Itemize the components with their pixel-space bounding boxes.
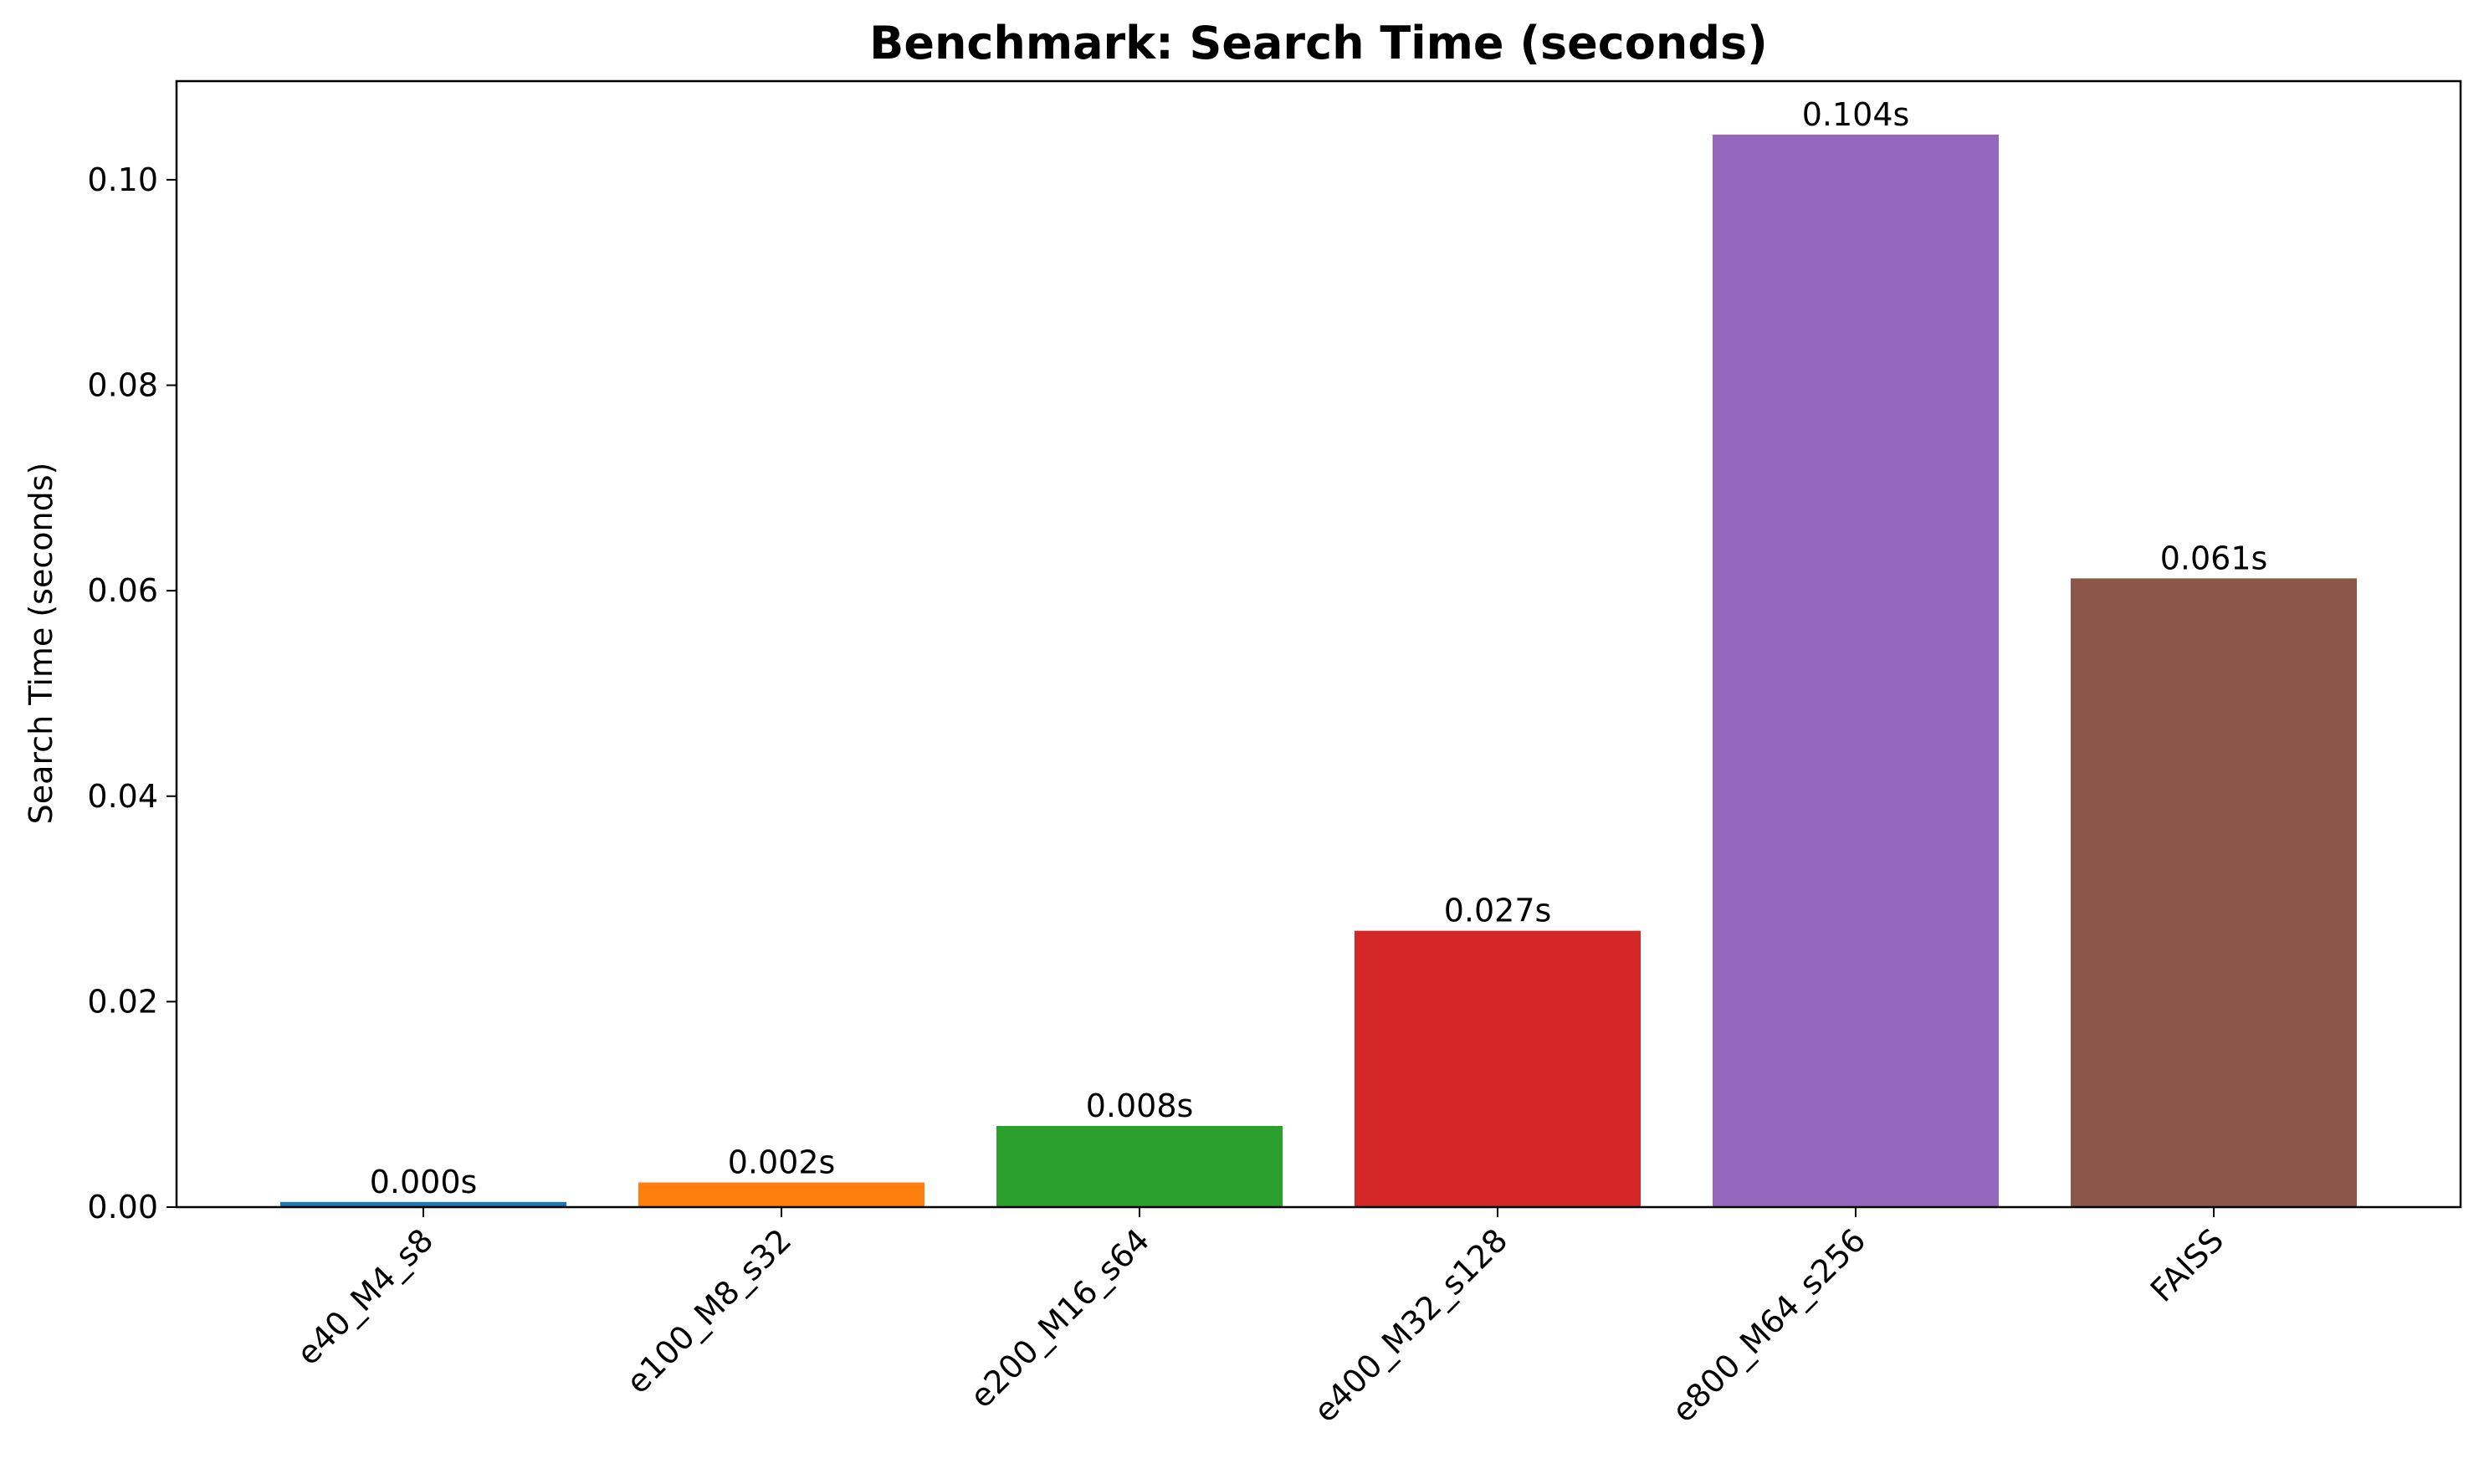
data-label-FAISS: 0.061s [2160, 540, 2268, 576]
chart-title: Benchmark: Search Time (seconds) [869, 17, 1768, 69]
data-label-e400_M32_s128: 0.027s [1444, 893, 1552, 929]
x-tick-label: e100_M8_s32 [619, 1221, 798, 1400]
x-tick-label: e800_M64_s256 [1665, 1221, 1872, 1429]
bar-e200_M16_s64 [996, 1125, 1283, 1207]
y-tick-label: 0.00 [87, 1189, 158, 1226]
y-axis: 0.00 0.02 0.04 0.06 0.08 0.10 [87, 161, 177, 1226]
data-label-e100_M8_s32: 0.002s [728, 1144, 836, 1181]
data-label-e800_M64_s256: 0.104s [1802, 96, 1910, 133]
y-tick-label: 0.02 [87, 983, 158, 1020]
data-labels-layer: 0.000s 0.002s 0.008s 0.027s 0.104s 0.061s [370, 96, 2268, 1200]
bar-FAISS [2071, 578, 2357, 1207]
data-label-e200_M16_s64: 0.008s [1086, 1087, 1194, 1124]
bars-layer [280, 134, 2357, 1207]
bar-e40_M4_s8 [280, 1201, 566, 1207]
x-tick-label: e200_M16_s64 [963, 1221, 1156, 1415]
bar-e800_M64_s256 [1713, 134, 1999, 1207]
x-tick-label: e400_M32_s128 [1307, 1221, 1514, 1429]
y-axis-label: Search Time (seconds) [23, 463, 59, 825]
bar-e100_M8_s32 [638, 1182, 924, 1207]
y-tick-label: 0.06 [87, 572, 158, 609]
x-tick-label: e40_M4_s8 [289, 1221, 440, 1372]
bar-e400_M32_s128 [1355, 930, 1641, 1207]
y-tick-label: 0.08 [87, 367, 158, 404]
x-tick-label: FAISS [2143, 1221, 2231, 1309]
plot-frame [175, 79, 2462, 1209]
data-label-e40_M4_s8: 0.000s [370, 1164, 478, 1200]
x-axis: e40_M4_s8 e100_M8_s32 e200_M16_s64 e400_M32… [289, 1207, 2230, 1430]
y-tick-label: 0.04 [87, 778, 158, 815]
y-tick-label: 0.10 [87, 161, 158, 198]
